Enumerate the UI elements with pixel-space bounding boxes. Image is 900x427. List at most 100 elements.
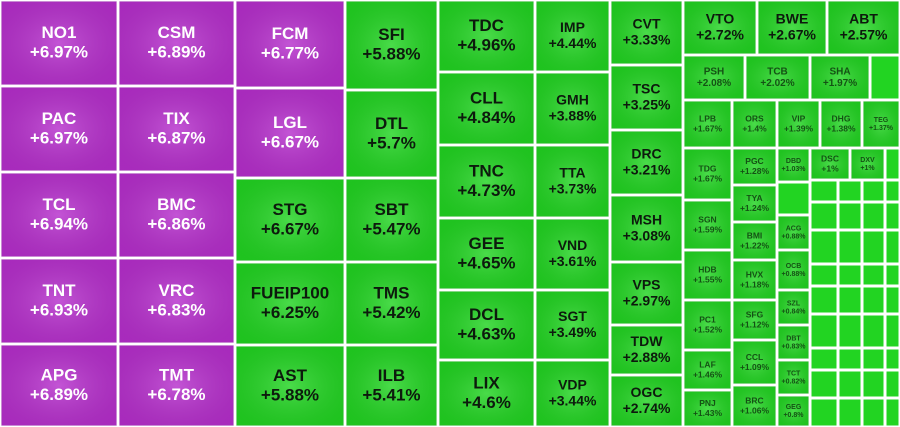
ticker: BWE	[776, 11, 809, 27]
change-label: +3.88%	[549, 108, 597, 124]
tile	[777, 250, 810, 290]
change-label: +1.55%	[693, 274, 723, 284]
change-label: +5.41%	[362, 386, 420, 405]
small-tile	[885, 348, 900, 370]
change-label: +6.89%	[147, 43, 205, 62]
ticker: DSC	[821, 154, 839, 164]
small-tile	[885, 230, 900, 264]
ticker: PGC	[745, 156, 763, 166]
change-label: +4.44%	[549, 35, 597, 51]
change-label: +4.6%	[462, 393, 511, 412]
small-tile	[810, 230, 838, 264]
change-label: +2.08%	[697, 78, 731, 89]
change-label: +1.52%	[693, 324, 723, 334]
small-tile	[838, 314, 862, 348]
change-label: +1.28%	[740, 166, 770, 176]
small-tile	[885, 264, 900, 286]
small-tile	[862, 202, 885, 230]
tile	[777, 325, 810, 360]
small-tile	[838, 230, 862, 264]
small-tile	[885, 202, 900, 230]
change-label: +6.67%	[261, 220, 319, 239]
ticker: GMH	[556, 92, 589, 108]
tile	[777, 148, 810, 182]
ticker: ILB	[378, 366, 405, 385]
small-tile	[885, 286, 900, 314]
ticker: VIP	[792, 114, 806, 124]
ticker: FUEIP100	[251, 284, 329, 303]
ticker: PSH	[704, 67, 725, 78]
ticker: VTO	[706, 11, 735, 27]
ticker: STG	[273, 200, 308, 219]
ticker: TDC	[469, 16, 504, 35]
ticker: VPS	[632, 277, 660, 293]
change-label: +6.78%	[147, 385, 205, 404]
ticker: TIX	[163, 109, 190, 128]
ticker: VND	[558, 237, 588, 253]
change-label: +3.73%	[549, 181, 597, 197]
small-tile	[838, 180, 862, 202]
tile	[777, 395, 810, 427]
change-label: +6.67%	[261, 133, 319, 152]
ticker: BMC	[157, 195, 196, 214]
tile	[850, 148, 885, 180]
change-label: +5.88%	[261, 386, 319, 405]
ticker: TDW	[631, 333, 664, 349]
ticker: MSH	[631, 212, 662, 228]
small-tile	[810, 314, 838, 348]
ticker: DBD	[786, 158, 801, 165]
small-tile	[862, 230, 885, 264]
ticker: TCL	[42, 195, 75, 214]
small-tile	[810, 286, 838, 314]
small-tile	[885, 180, 900, 202]
ticker: TNC	[469, 162, 504, 181]
ticker: LAF	[699, 360, 716, 370]
change-label: +3.49%	[549, 324, 597, 340]
ticker: ABT	[849, 11, 878, 27]
ticker: TNT	[42, 281, 76, 300]
change-label: +2.88%	[623, 349, 671, 365]
ticker: CVT	[633, 16, 661, 32]
ticker: DBT	[786, 335, 801, 342]
change-label: +1.09%	[740, 362, 770, 372]
change-label: +6.97%	[30, 43, 88, 62]
small-tile	[810, 264, 838, 286]
change-label: +1.4%	[742, 123, 767, 133]
change-label: +6.25%	[261, 303, 319, 322]
change-label: +0.83%	[782, 344, 807, 351]
tile	[777, 290, 810, 325]
tile	[777, 360, 810, 395]
change-label: +5.47%	[362, 220, 420, 239]
change-label: +1.67%	[693, 123, 723, 133]
ticker: LGL	[273, 113, 307, 132]
ticker: CLL	[470, 89, 503, 108]
change-label: +0.84%	[782, 309, 807, 316]
change-label: +1.39%	[784, 123, 814, 133]
change-label: +0.8%	[783, 412, 804, 419]
change-label: +3.21%	[623, 162, 671, 178]
ticker: FCM	[272, 24, 309, 43]
ticker: ACG	[786, 225, 802, 232]
tile	[777, 215, 810, 250]
small-tile	[885, 370, 900, 398]
ticker: NO1	[42, 23, 77, 42]
change-label: +3.33%	[623, 32, 671, 48]
small-tile	[810, 348, 838, 370]
change-label: +3.44%	[549, 393, 597, 409]
ticker: SBT	[375, 200, 410, 219]
ticker: GEG	[786, 404, 802, 411]
ticker: HVX	[746, 270, 764, 280]
change-label: +2.67%	[768, 27, 816, 43]
change-label: +2.02%	[760, 78, 794, 89]
change-label: +1.24%	[740, 203, 770, 213]
change-label: +2.74%	[623, 400, 671, 416]
ticker: HDB	[698, 265, 716, 275]
ticker: DTL	[375, 114, 408, 133]
small-tile	[838, 202, 862, 230]
change-label: +1.59%	[693, 224, 723, 234]
change-label: +6.94%	[30, 215, 88, 234]
ticker: SGT	[558, 308, 587, 324]
ticker: PNJ	[699, 398, 716, 408]
ticker: LPB	[699, 114, 716, 124]
small-tile	[870, 55, 900, 100]
